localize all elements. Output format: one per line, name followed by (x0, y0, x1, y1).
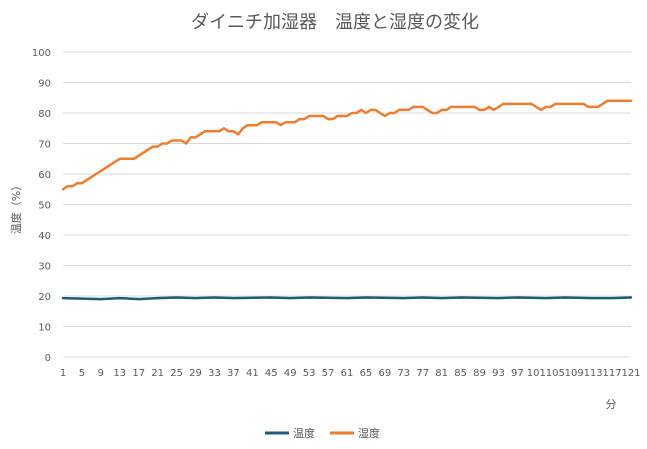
x-tick-label: 17 (132, 368, 145, 379)
x-tick-label: 1 (60, 368, 66, 379)
x-tick-label: 109 (565, 368, 584, 379)
x-tick-label: 21 (151, 368, 164, 379)
chart-title: ダイニチ加湿器 温度と湿度の変化 (191, 12, 479, 33)
legend: 温度 湿度 (265, 426, 380, 440)
x-tick-label: 13 (113, 368, 126, 379)
x-tick-label: 65 (360, 368, 373, 379)
y-tick-label: 100 (32, 48, 51, 59)
y-tick-label: 30 (38, 262, 51, 273)
y-tick-label: 90 (38, 79, 51, 90)
series-line-temperature (61, 296, 633, 301)
y-tick-label: 10 (38, 323, 51, 334)
legend-label: 温度 (293, 426, 315, 440)
series-line-humidity (61, 99, 633, 191)
y-axis-label: 温度（%） (9, 180, 23, 234)
series-lines (61, 99, 633, 301)
x-tick-label: 97 (511, 368, 524, 379)
x-tick-label: 113 (584, 368, 603, 379)
x-tick-label: 73 (397, 368, 410, 379)
y-axis-ticks: 0 10 20 30 40 50 60 70 80 90 100 (32, 48, 51, 364)
x-tick-label: 9 (98, 368, 104, 379)
x-tick-label: 105 (546, 368, 565, 379)
y-tick-label: 60 (38, 170, 51, 181)
x-tick-label: 117 (603, 368, 622, 379)
x-tick-label: 69 (378, 368, 391, 379)
x-tick-label: 49 (284, 368, 297, 379)
x-tick-label: 25 (170, 368, 183, 379)
x-tick-label: 53 (303, 368, 316, 379)
y-tick-label: 50 (38, 201, 51, 212)
y-tick-label: 20 (38, 292, 51, 303)
x-tick-label: 121 (621, 368, 640, 379)
x-axis-label: 分 (606, 398, 617, 411)
y-tick-label: 70 (38, 140, 51, 151)
x-axis-ticks: 1 5 9 13 17 21 25 29 33 37 41 45 49 53 57 61 65 69 73 77 81 8… (60, 368, 641, 379)
gridlines (63, 51, 631, 358)
x-tick-label: 5 (79, 368, 85, 379)
y-tick-label: 40 (38, 231, 51, 242)
x-tick-label: 85 (454, 368, 467, 379)
x-tick-label: 93 (492, 368, 505, 379)
x-tick-label: 37 (227, 368, 240, 379)
x-tick-label: 57 (322, 368, 335, 379)
y-tick-label: 80 (38, 109, 51, 120)
y-tick-label: 0 (45, 353, 51, 364)
legend-label: 湿度 (358, 426, 380, 440)
x-tick-label: 29 (189, 368, 202, 379)
x-tick-label: 77 (416, 368, 429, 379)
x-tick-label: 33 (208, 368, 221, 379)
x-tick-label: 89 (473, 368, 486, 379)
x-tick-label: 61 (341, 368, 354, 379)
x-tick-label: 101 (527, 368, 546, 379)
x-tick-label: 45 (265, 368, 278, 379)
x-tick-label: 81 (435, 368, 448, 379)
x-tick-label: 41 (246, 368, 259, 379)
